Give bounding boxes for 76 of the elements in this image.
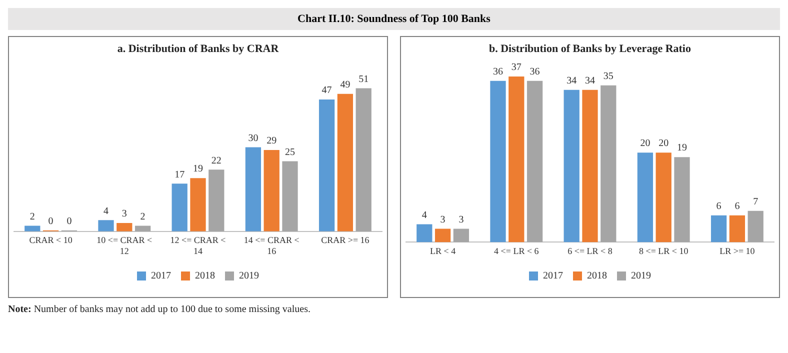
bar xyxy=(282,161,298,232)
data-label: 36 xyxy=(530,66,540,78)
chart-title: a. Distribution of Banks by CRAR xyxy=(116,43,280,55)
bar xyxy=(710,215,727,242)
text: Note: Number of banks may not add up to 100 due to some missing values. xyxy=(8,304,310,315)
bar xyxy=(582,90,598,242)
x-tick-label: 12 <= CRAR < 14 xyxy=(170,235,226,256)
bar xyxy=(337,94,354,232)
legend-label: 2018 xyxy=(195,270,215,282)
data-label: 2 xyxy=(140,211,146,222)
chart-title: b. Distribution of Banks by Leverage Ratio xyxy=(488,43,692,55)
data-label: 30 xyxy=(248,132,258,144)
legend-label: 2017 xyxy=(543,270,563,282)
data-label: 49 xyxy=(340,80,350,90)
data-label: 19 xyxy=(677,142,687,154)
x-tick-label: 10 <= CRAR < 12 xyxy=(96,235,152,256)
x-tick-label: 8 <= LR < 10 xyxy=(638,246,689,256)
data-label: 51 xyxy=(358,74,369,85)
bar xyxy=(508,76,524,242)
bar xyxy=(453,228,470,242)
data-label: 22 xyxy=(211,155,222,166)
legend-label: 2018 xyxy=(587,270,607,282)
data-label: 2 xyxy=(30,211,35,222)
x-tick-label: CRAR < 10 xyxy=(29,235,73,246)
bar xyxy=(600,85,616,242)
bar xyxy=(172,184,188,232)
bar xyxy=(564,90,580,242)
data-label: 36 xyxy=(493,66,503,78)
data-label: 3 xyxy=(440,214,446,226)
legend-label: 2019 xyxy=(239,270,259,282)
data-label: 19 xyxy=(193,164,203,175)
x-tick-label: LR >= 10 xyxy=(720,246,756,256)
data-label: 0 xyxy=(48,216,54,228)
bar xyxy=(318,99,335,232)
data-label: 17 xyxy=(174,169,185,180)
bar xyxy=(656,152,672,242)
data-label: 37 xyxy=(511,62,522,74)
bar xyxy=(116,222,132,232)
data-label: 34 xyxy=(566,76,577,87)
data-label: 6 xyxy=(734,200,740,212)
x-tick-label: CRAR >= 16 xyxy=(321,235,370,246)
data-label: 34 xyxy=(585,76,595,87)
bar xyxy=(356,88,372,232)
data-label: 35 xyxy=(603,71,614,82)
bar xyxy=(434,228,451,242)
bar xyxy=(729,215,746,242)
data-label: 20 xyxy=(658,138,669,150)
data-label: 29 xyxy=(266,136,277,147)
data-label: 4 xyxy=(104,206,108,217)
bar xyxy=(674,157,690,242)
legend-label: 2019 xyxy=(631,270,651,282)
bar xyxy=(245,147,262,232)
bar xyxy=(264,150,280,232)
bar xyxy=(190,178,206,232)
x-tick-label: 6 <= LR < 8 xyxy=(568,246,613,256)
bar xyxy=(208,170,224,232)
bar xyxy=(526,80,543,242)
bar xyxy=(748,210,764,242)
data-label: 3 xyxy=(122,208,127,220)
data-label: 25 xyxy=(285,146,295,158)
data-label: 7 xyxy=(753,196,758,208)
x-tick-label: 4 <= LR < 6 xyxy=(494,246,540,256)
data-label: 20 xyxy=(640,138,650,150)
bar xyxy=(98,220,114,232)
data-label: 47 xyxy=(322,85,332,96)
data-label: 3 xyxy=(458,214,464,226)
bar xyxy=(416,224,432,242)
data-label: 6 xyxy=(716,200,722,212)
bar xyxy=(490,80,506,242)
legend-label: 2017 xyxy=(151,270,171,282)
x-tick-label: 14 <= CRAR < 16 xyxy=(244,235,300,256)
bar xyxy=(637,152,654,242)
data-label: 0 xyxy=(66,216,72,228)
data-label: 4 xyxy=(422,210,427,221)
x-tick-label: LR < 4 xyxy=(430,246,456,256)
text: Chart II.10: Soundness of Top 100 Banks xyxy=(8,8,780,30)
